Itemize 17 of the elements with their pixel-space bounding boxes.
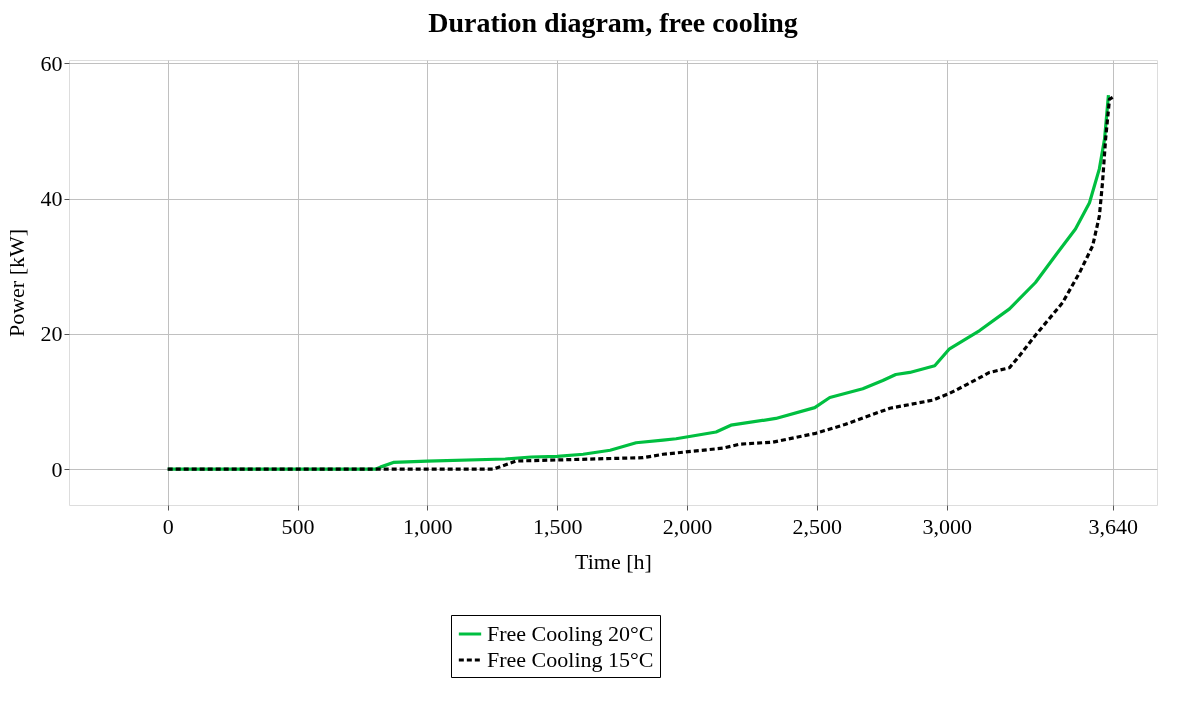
x-tick-label: 3,640	[1088, 513, 1139, 539]
y-tick-label: 0	[51, 456, 63, 482]
x-tick-label: 500	[281, 513, 315, 539]
legend-label: Free Cooling 20°C	[487, 621, 654, 646]
legend-label: Free Cooling 15°C	[487, 647, 654, 672]
y-tick-label: 60	[40, 50, 63, 76]
x-tick-label: 0	[162, 513, 174, 539]
y-tick-label: 20	[40, 321, 63, 347]
y-tick-label: 40	[40, 186, 63, 212]
x-tick-label: 2,000	[662, 513, 713, 539]
x-tick-label: 3,000	[922, 513, 972, 539]
x-tick-label: 1,000	[403, 513, 453, 539]
x-tick-label: 2,500	[792, 513, 843, 539]
chart-title: Duration diagram, free cooling	[428, 7, 798, 39]
x-axis-title: Time [h]	[575, 548, 652, 574]
x-tick-label: 1,500	[532, 513, 583, 539]
y-axis-title: Power [kW]	[3, 228, 29, 338]
